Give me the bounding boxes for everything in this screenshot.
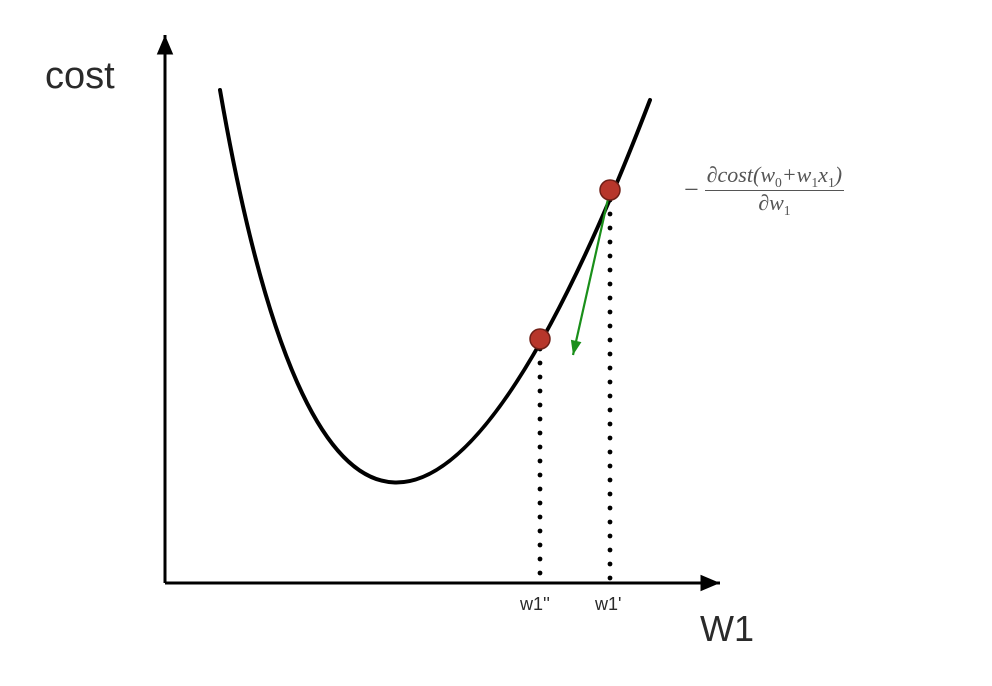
numerator: ∂cost(w0+w1x1) <box>705 163 844 191</box>
fraction: ∂cost(w0+w1x1) ∂w1 <box>705 163 844 218</box>
point-p1 <box>600 180 620 200</box>
x-axis-label: W1 <box>700 608 754 650</box>
gradient-descent-plot <box>0 0 992 686</box>
tick-label-w1pp: w1'' <box>520 594 550 615</box>
dropline-1 <box>538 347 543 576</box>
minus-sign: − <box>684 175 699 205</box>
y-axis-arrow <box>157 35 174 55</box>
y-axis-label: cost <box>45 55 115 98</box>
x-axis-arrow <box>701 575 721 592</box>
tick-label-w1p: w1' <box>595 594 621 615</box>
dropline-0 <box>608 198 613 581</box>
derivative-label: − ∂cost(w0+w1x1) ∂w1 <box>684 163 844 218</box>
cost-curve <box>220 90 650 483</box>
point-p2 <box>530 329 550 349</box>
denominator: ∂w1 <box>705 191 844 218</box>
